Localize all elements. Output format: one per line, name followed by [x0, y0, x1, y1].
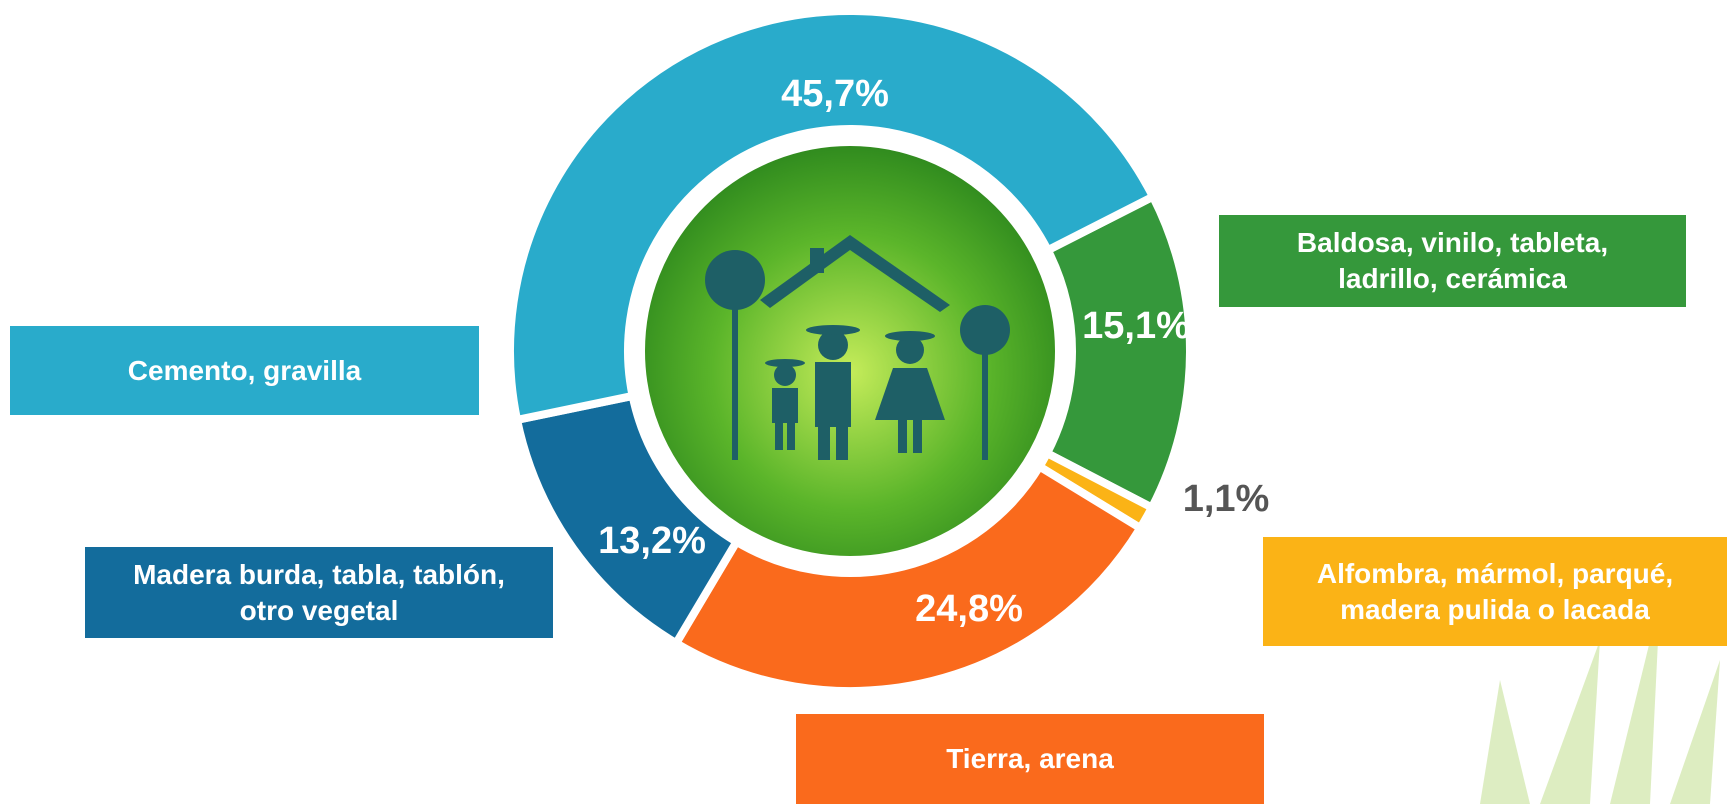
value-label: 1,1%: [1183, 478, 1270, 520]
category-label: Baldosa, vinilo, tableta, ladrillo, cerá…: [1219, 215, 1686, 307]
value-label: 45,7%: [781, 73, 889, 115]
value-label: 13,2%: [598, 520, 706, 562]
category-label: Cemento, gravilla: [10, 326, 479, 415]
category-label: Tierra, arena: [796, 714, 1264, 804]
page: 15,1% 1,1% 24,8% 13,2% 45,7% Baldosa, vinilo…: [0, 0, 1727, 804]
value-label: 15,1%: [1082, 305, 1190, 347]
category-label: Alfombra, mármol, parqué, madera pulida …: [1263, 537, 1727, 646]
value-label: 24,8%: [915, 588, 1023, 630]
category-label: Madera burda, tabla, tablón, otro vegeta…: [85, 547, 553, 638]
